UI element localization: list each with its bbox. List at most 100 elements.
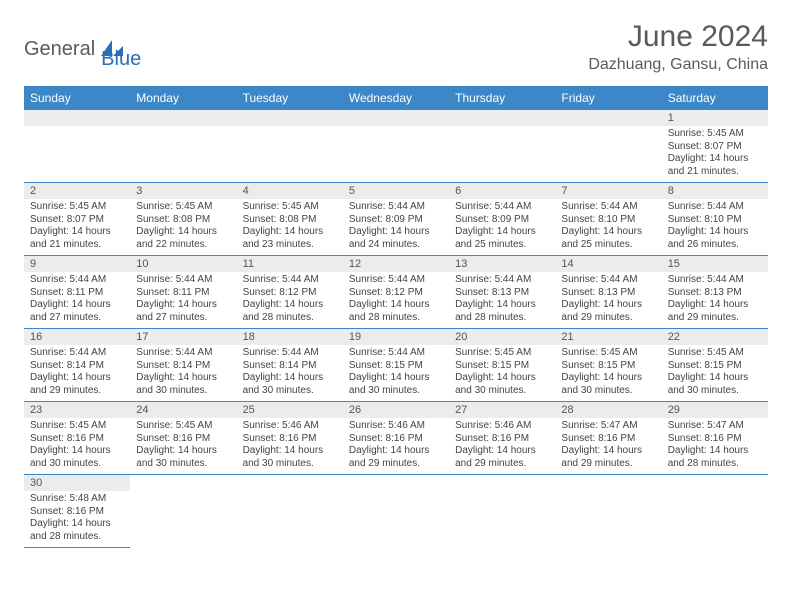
day-info-cell: Sunrise: 5:44 AMSunset: 8:12 PMDaylight:… [237, 272, 343, 329]
sunrise-text: Sunrise: 5:45 AM [243, 201, 337, 214]
sunrise-text: Sunrise: 5:46 AM [455, 420, 549, 433]
sunrise-text: Sunrise: 5:45 AM [30, 420, 124, 433]
daylight-text: Daylight: 14 hours and 25 minutes. [455, 226, 549, 251]
daylight-text: Daylight: 14 hours and 28 minutes. [349, 299, 443, 324]
day-number-cell [555, 110, 661, 126]
day-number-cell [130, 110, 236, 126]
day-info-cell: Sunrise: 5:45 AMSunset: 8:08 PMDaylight:… [130, 199, 236, 256]
sunrise-text: Sunrise: 5:44 AM [136, 347, 230, 360]
weekday-header: Tuesday [237, 86, 343, 110]
day-info-cell [343, 126, 449, 183]
day-number-cell: 14 [555, 256, 661, 273]
day-number-cell: 13 [449, 256, 555, 273]
day-info-cell: Sunrise: 5:44 AMSunset: 8:10 PMDaylight:… [555, 199, 661, 256]
day-number-cell: 24 [130, 402, 236, 419]
daylight-text: Daylight: 14 hours and 27 minutes. [30, 299, 124, 324]
sunrise-text: Sunrise: 5:44 AM [243, 274, 337, 287]
title-block: June 2024 Dazhuang, Gansu, China [588, 20, 768, 74]
daylight-text: Daylight: 14 hours and 30 minutes. [136, 445, 230, 470]
day-number-cell [662, 475, 768, 492]
daylight-text: Daylight: 14 hours and 30 minutes. [136, 372, 230, 397]
day-number-cell: 2 [24, 183, 130, 200]
daylight-text: Daylight: 14 hours and 21 minutes. [30, 226, 124, 251]
sunset-text: Sunset: 8:10 PM [561, 214, 655, 227]
sunrise-text: Sunrise: 5:44 AM [349, 347, 443, 360]
daylight-text: Daylight: 14 hours and 30 minutes. [243, 445, 337, 470]
day-info-cell: Sunrise: 5:45 AMSunset: 8:07 PMDaylight:… [662, 126, 768, 183]
daylight-text: Daylight: 14 hours and 29 minutes. [455, 445, 549, 470]
daylight-text: Daylight: 14 hours and 29 minutes. [561, 445, 655, 470]
day-info-cell: Sunrise: 5:48 AMSunset: 8:16 PMDaylight:… [24, 491, 130, 548]
weekday-header: Saturday [662, 86, 768, 110]
day-info-cell: Sunrise: 5:47 AMSunset: 8:16 PMDaylight:… [555, 418, 661, 475]
day-info-cell: Sunrise: 5:44 AMSunset: 8:13 PMDaylight:… [662, 272, 768, 329]
daylight-text: Daylight: 14 hours and 30 minutes. [349, 372, 443, 397]
sunrise-text: Sunrise: 5:45 AM [455, 347, 549, 360]
day-info-cell: Sunrise: 5:46 AMSunset: 8:16 PMDaylight:… [343, 418, 449, 475]
weekday-header: Monday [130, 86, 236, 110]
day-number-cell: 30 [24, 475, 130, 492]
sunset-text: Sunset: 8:12 PM [243, 287, 337, 300]
day-number-cell: 16 [24, 329, 130, 346]
day-info-cell: Sunrise: 5:44 AMSunset: 8:13 PMDaylight:… [555, 272, 661, 329]
day-number-cell [449, 475, 555, 492]
day-info-cell: Sunrise: 5:44 AMSunset: 8:09 PMDaylight:… [449, 199, 555, 256]
day-number-cell: 8 [662, 183, 768, 200]
day-number-cell: 25 [237, 402, 343, 419]
daylight-text: Daylight: 14 hours and 28 minutes. [243, 299, 337, 324]
day-info-cell: Sunrise: 5:44 AMSunset: 8:09 PMDaylight:… [343, 199, 449, 256]
day-number-cell: 15 [662, 256, 768, 273]
day-number-row: 30 [24, 475, 768, 492]
sunrise-text: Sunrise: 5:44 AM [668, 201, 762, 214]
day-info-cell: Sunrise: 5:45 AMSunset: 8:15 PMDaylight:… [662, 345, 768, 402]
sunrise-text: Sunrise: 5:44 AM [668, 274, 762, 287]
weekday-header: Wednesday [343, 86, 449, 110]
sunrise-text: Sunrise: 5:44 AM [561, 201, 655, 214]
day-number-cell: 9 [24, 256, 130, 273]
day-number-cell: 28 [555, 402, 661, 419]
sunrise-text: Sunrise: 5:47 AM [561, 420, 655, 433]
sunrise-text: Sunrise: 5:48 AM [30, 493, 124, 506]
sunset-text: Sunset: 8:11 PM [136, 287, 230, 300]
sunset-text: Sunset: 8:15 PM [561, 360, 655, 373]
sunrise-text: Sunrise: 5:45 AM [30, 201, 124, 214]
brand-text-general: General [24, 38, 95, 61]
sunset-text: Sunset: 8:15 PM [455, 360, 549, 373]
weekday-header: Thursday [449, 86, 555, 110]
day-number-cell: 3 [130, 183, 236, 200]
sunset-text: Sunset: 8:13 PM [668, 287, 762, 300]
day-info-cell: Sunrise: 5:44 AMSunset: 8:14 PMDaylight:… [130, 345, 236, 402]
day-number-cell: 22 [662, 329, 768, 346]
day-number-cell: 1 [662, 110, 768, 126]
daylight-text: Daylight: 14 hours and 29 minutes. [349, 445, 443, 470]
brand-text-blue: Blue [101, 28, 141, 71]
day-number-cell: 10 [130, 256, 236, 273]
sunrise-text: Sunrise: 5:45 AM [136, 420, 230, 433]
day-info-cell: Sunrise: 5:45 AMSunset: 8:15 PMDaylight:… [449, 345, 555, 402]
daylight-text: Daylight: 14 hours and 27 minutes. [136, 299, 230, 324]
day-info-cell: Sunrise: 5:45 AMSunset: 8:08 PMDaylight:… [237, 199, 343, 256]
day-info-row: Sunrise: 5:45 AMSunset: 8:07 PMDaylight:… [24, 199, 768, 256]
sunrise-text: Sunrise: 5:45 AM [668, 347, 762, 360]
header: General Blue June 2024 Dazhuang, Gansu, … [24, 20, 768, 74]
day-info-cell [130, 491, 236, 548]
daylight-text: Daylight: 14 hours and 28 minutes. [30, 518, 124, 543]
location-text: Dazhuang, Gansu, China [588, 56, 768, 74]
day-number-cell: 5 [343, 183, 449, 200]
daylight-text: Daylight: 14 hours and 30 minutes. [243, 372, 337, 397]
sunset-text: Sunset: 8:07 PM [30, 214, 124, 227]
day-number-cell: 19 [343, 329, 449, 346]
daylight-text: Daylight: 14 hours and 30 minutes. [561, 372, 655, 397]
day-info-cell: Sunrise: 5:45 AMSunset: 8:15 PMDaylight:… [555, 345, 661, 402]
sunrise-text: Sunrise: 5:44 AM [30, 274, 124, 287]
day-number-cell [449, 110, 555, 126]
day-info-cell: Sunrise: 5:44 AMSunset: 8:10 PMDaylight:… [662, 199, 768, 256]
day-info-row: Sunrise: 5:44 AMSunset: 8:14 PMDaylight:… [24, 345, 768, 402]
day-number-row: 1 [24, 110, 768, 126]
daylight-text: Daylight: 14 hours and 28 minutes. [455, 299, 549, 324]
day-info-row: Sunrise: 5:45 AMSunset: 8:16 PMDaylight:… [24, 418, 768, 475]
daylight-text: Daylight: 14 hours and 23 minutes. [243, 226, 337, 251]
sunrise-text: Sunrise: 5:44 AM [455, 274, 549, 287]
day-info-cell [555, 126, 661, 183]
day-number-cell: 7 [555, 183, 661, 200]
